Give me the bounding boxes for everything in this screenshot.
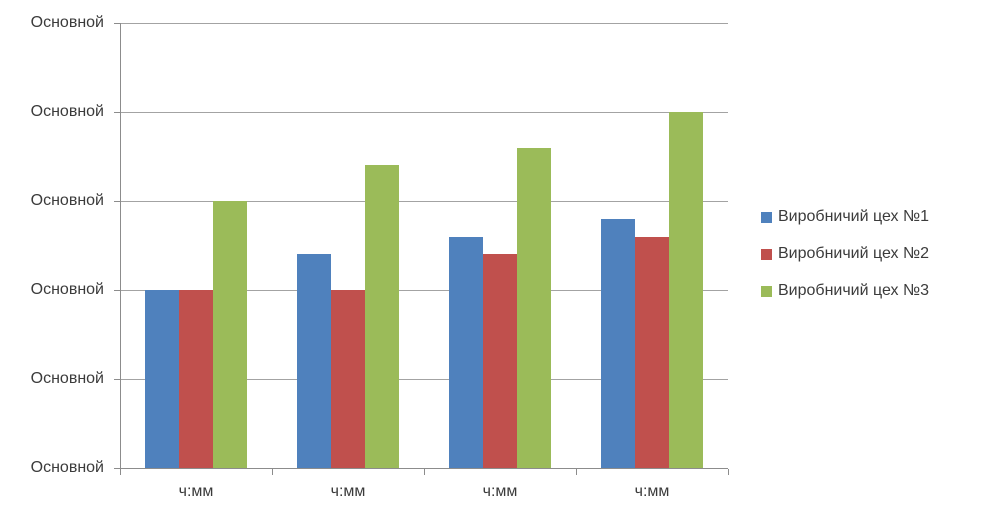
y-axis — [120, 23, 121, 468]
x-tick — [728, 469, 729, 475]
gridline — [120, 112, 728, 113]
y-axis-tick-label: Основной — [30, 14, 104, 31]
y-axis-tick-label: Основной — [30, 281, 104, 298]
legend-label: Виробничий цех №2 — [778, 245, 930, 262]
bar-Виробничий цех №2-group3 — [483, 254, 517, 468]
x-tick — [120, 469, 121, 475]
bar-Виробничий цех №2-group2 — [331, 290, 365, 468]
legend: Виробничий цех №1 Виробничий цех №2 Виробн… — [761, 206, 929, 317]
bar-Виробничий цех №3-group3 — [517, 147, 551, 468]
x-axis-category-label: ч:мм — [634, 483, 670, 500]
y-tick — [114, 290, 120, 291]
y-tick — [114, 112, 120, 113]
legend-swatch — [761, 211, 772, 223]
x-tick — [272, 469, 273, 475]
x-axis — [120, 468, 728, 469]
bar-Виробничий цех №2-group1 — [179, 290, 213, 468]
y-tick — [114, 468, 120, 469]
bar-Виробничий цех №1-group1 — [145, 290, 179, 468]
bar-Виробничий цех №1-group4 — [601, 218, 635, 468]
legend-swatch — [761, 285, 772, 297]
y-axis-tick-label: Основной — [30, 459, 104, 476]
x-axis-category-label: ч:мм — [482, 483, 518, 500]
legend-label: Виробничий цех №1 — [778, 208, 930, 225]
gridline — [120, 201, 728, 202]
legend-item: Виробничий цех №1 — [761, 206, 929, 228]
y-axis-tick-label: Основной — [30, 192, 104, 209]
legend-item: Виробничий цех №3 — [761, 280, 929, 302]
y-tick — [114, 379, 120, 380]
y-axis-tick-label: Основной — [30, 103, 104, 120]
x-tick — [576, 469, 577, 475]
bar-Виробничий цех №3-group4 — [669, 112, 703, 468]
bar-Виробничий цех №1-group2 — [297, 254, 331, 468]
legend-label: Виробничий цех №3 — [778, 282, 930, 299]
bar-Виробничий цех №3-group1 — [213, 201, 247, 468]
legend-item: Виробничий цех №2 — [761, 243, 929, 265]
x-axis-category-label: ч:мм — [178, 483, 214, 500]
y-axis-tick-label: Основной — [30, 370, 104, 387]
bar-Виробничий цех №1-group3 — [449, 236, 483, 468]
legend-swatch — [761, 248, 772, 260]
bar-Виробничий цех №2-group4 — [635, 236, 669, 468]
y-tick — [114, 201, 120, 202]
y-tick — [114, 23, 120, 24]
x-tick — [424, 469, 425, 475]
bar-Виробничий цех №3-group2 — [365, 165, 399, 468]
gridline — [120, 23, 728, 24]
x-axis-category-label: ч:мм — [330, 483, 366, 500]
